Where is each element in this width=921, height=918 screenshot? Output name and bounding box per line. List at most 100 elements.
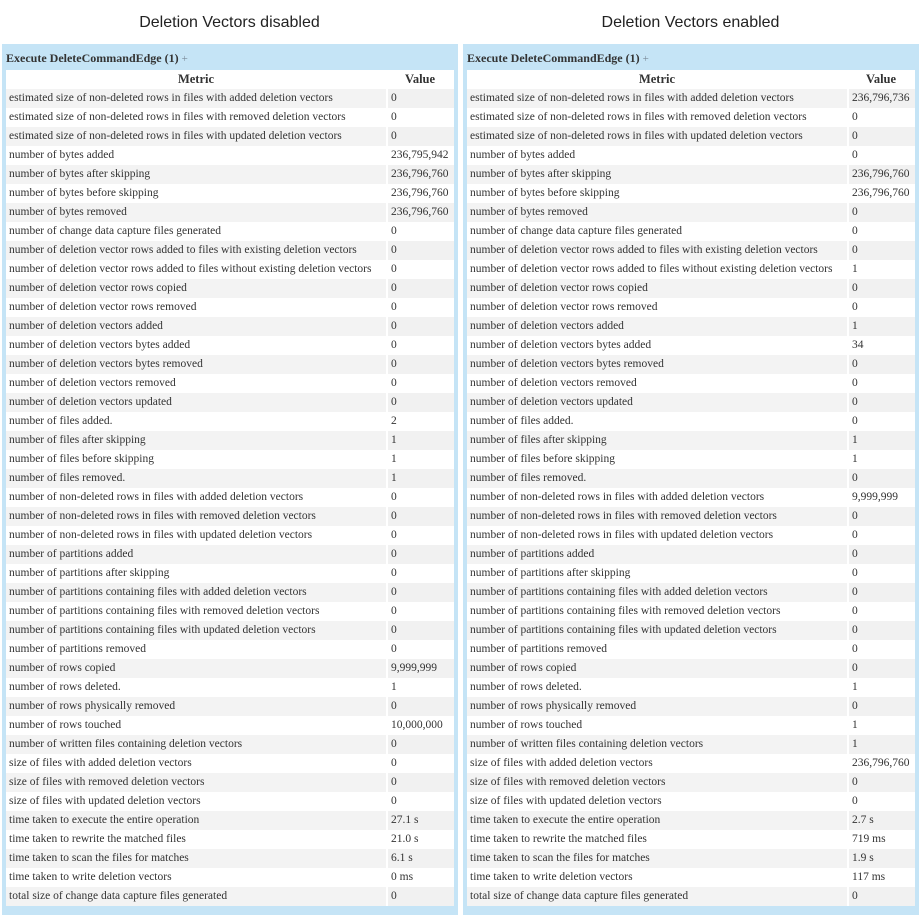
metric-value-cell: 6.1 s <box>386 849 454 868</box>
table-row: number of partitions containing files wi… <box>6 602 454 621</box>
metric-value-cell: 0 <box>386 545 454 564</box>
table-row: time taken to scan the files for matches… <box>6 849 454 868</box>
metric-name-cell: time taken to rewrite the matched files <box>6 830 386 849</box>
metric-name-cell: number of bytes after skipping <box>6 165 386 184</box>
panel-title-right: Deletion Vectors enabled <box>601 14 780 31</box>
metric-name-cell: time taken to write deletion vectors <box>6 868 386 887</box>
metric-name-cell: number of deletion vector rows removed <box>467 298 847 317</box>
metric-name-cell: number of files after skipping <box>6 431 386 450</box>
metric-name-cell: size of files with removed deletion vect… <box>6 773 386 792</box>
metric-name-cell: number of written files containing delet… <box>467 735 847 754</box>
metric-name-cell: number of partitions containing files wi… <box>467 583 847 602</box>
metric-name-cell: estimated size of non-deleted rows in fi… <box>6 108 386 127</box>
table-row: estimated size of non-deleted rows in fi… <box>467 127 915 146</box>
metric-name-cell: number of files before skipping <box>467 450 847 469</box>
table-row: number of bytes after skipping 236,796,76… <box>6 165 454 184</box>
metric-name-cell: number of change data capture files gene… <box>6 222 386 241</box>
metric-name-cell: number of deletion vectors added <box>6 317 386 336</box>
metric-name-cell: estimated size of non-deleted rows in fi… <box>467 127 847 146</box>
table-row: number of partitions removed 0 <box>6 640 454 659</box>
table-row: number of deletion vector rows added to … <box>6 260 454 279</box>
metric-name-cell: time taken to scan the files for matches <box>467 849 847 868</box>
table-row: number of deletion vectors bytes removed… <box>6 355 454 374</box>
table-row: number of files removed. 1 <box>6 469 454 488</box>
metric-name-cell: number of change data capture files gene… <box>467 222 847 241</box>
metric-value-cell: 0 <box>847 583 915 602</box>
metric-value-cell: 0 <box>847 697 915 716</box>
metric-name-cell: number of deletion vectors bytes removed <box>467 355 847 374</box>
metric-value-cell: 0 <box>847 127 915 146</box>
metric-value-cell: 236,796,760 <box>847 165 915 184</box>
table-row: number of deletion vector rows removed 0 <box>6 298 454 317</box>
metric-value-cell: 117 ms <box>847 868 915 887</box>
metric-name-cell: number of files removed. <box>467 469 847 488</box>
table-row: time taken to rewrite the matched files 2… <box>6 830 454 849</box>
metric-name-cell: number of partitions after skipping <box>467 564 847 583</box>
table-row: number of rows physically removed 0 <box>6 697 454 716</box>
metric-name-cell: number of deletion vector rows removed <box>6 298 386 317</box>
metrics-table: Metric Value estimated size of non-delet… <box>6 70 454 906</box>
metric-value-cell: 0 <box>847 507 915 526</box>
table-row: total size of change data capture files … <box>6 887 454 906</box>
metric-name-cell: total size of change data capture files … <box>6 887 386 906</box>
metric-name-cell: number of partitions removed <box>6 640 386 659</box>
metric-value-cell: 0 <box>386 241 454 260</box>
metrics-table-wrap: Metric Value estimated size of non-delet… <box>467 70 915 906</box>
table-row: number of written files containing delet… <box>6 735 454 754</box>
metric-value-cell: 9,999,999 <box>386 659 454 678</box>
panel-header: Execute DeleteCommandEdge (1) + <box>467 48 915 68</box>
metric-name-cell: number of deletion vectors updated <box>6 393 386 412</box>
metric-name-cell: number of bytes before skipping <box>6 184 386 203</box>
metric-column-header: Metric <box>177 72 215 86</box>
metric-value-cell: 1 <box>386 431 454 450</box>
metric-value-cell: 0 <box>386 621 454 640</box>
table-row: time taken to execute the entire operati… <box>467 811 915 830</box>
metric-value-cell: 0 <box>386 526 454 545</box>
metric-value-cell: 1 <box>847 431 915 450</box>
metric-value-cell: 0 <box>847 887 915 906</box>
table-row: number of non-deleted rows in files with… <box>467 507 915 526</box>
table-row: number of deletion vectors bytes added 34 <box>467 336 915 355</box>
metric-name-cell: number of files after skipping <box>467 431 847 450</box>
metric-value-cell: 0 <box>386 602 454 621</box>
metric-name-cell: number of bytes added <box>6 146 386 165</box>
expand-icon[interactable]: + <box>642 53 649 65</box>
metric-value-cell: 27.1 s <box>386 811 454 830</box>
table-row: estimated size of non-deleted rows in fi… <box>467 108 915 127</box>
table-row: number of non-deleted rows in files with… <box>6 526 454 545</box>
table-row: number of bytes removed 0 <box>467 203 915 222</box>
metric-column-header: Metric <box>638 72 676 86</box>
metric-value-cell: 0 <box>386 697 454 716</box>
metric-name-cell: number of partitions containing files wi… <box>6 602 386 621</box>
table-row: size of files with removed deletion vect… <box>467 773 915 792</box>
metric-name-cell: number of non-deleted rows in files with… <box>6 507 386 526</box>
table-row: number of deletion vectors removed 0 <box>6 374 454 393</box>
table-row: time taken to scan the files for matches… <box>467 849 915 868</box>
metric-value-cell: 0 <box>386 488 454 507</box>
table-row: number of partitions added 0 <box>467 545 915 564</box>
value-column-header: Value <box>865 72 897 86</box>
metric-name-cell: number of deletion vectors updated <box>467 393 847 412</box>
metric-value-cell: 0 <box>386 735 454 754</box>
metric-name-cell: size of files with removed deletion vect… <box>467 773 847 792</box>
metrics-panel-left: Execute DeleteCommandEdge (1) + Metric Va… <box>2 44 458 915</box>
metric-value-cell: 0 <box>386 336 454 355</box>
metric-name-cell: number of rows physically removed <box>6 697 386 716</box>
metric-name-cell: number of rows copied <box>6 659 386 678</box>
metric-value-cell: 236,796,760 <box>386 184 454 203</box>
table-row: number of deletion vector rows copied 0 <box>6 279 454 298</box>
metric-value-cell: 0 <box>386 507 454 526</box>
metric-value-cell: 0 <box>847 108 915 127</box>
metric-name-cell: estimated size of non-deleted rows in fi… <box>6 89 386 108</box>
table-row: number of deletion vectors removed 0 <box>467 374 915 393</box>
metric-name-cell: number of partitions containing files wi… <box>467 621 847 640</box>
metric-value-cell: 0 <box>386 773 454 792</box>
metric-name-cell: number of deletion vectors bytes removed <box>6 355 386 374</box>
expand-icon[interactable]: + <box>181 53 188 65</box>
metric-name-cell: number of deletion vector rows copied <box>467 279 847 298</box>
metrics-table-body: estimated size of non-deleted rows in fi… <box>467 89 915 906</box>
metrics-table-wrap: Metric Value estimated size of non-delet… <box>6 70 454 906</box>
metric-value-cell: 0 <box>847 602 915 621</box>
metric-value-cell: 0 <box>847 773 915 792</box>
table-row: size of files with added deletion vector… <box>467 754 915 773</box>
